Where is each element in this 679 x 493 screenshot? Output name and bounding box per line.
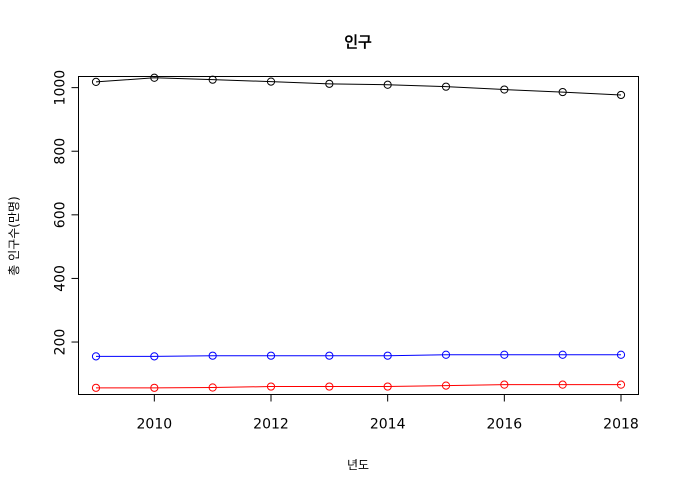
data-point bbox=[558, 350, 567, 359]
data-point bbox=[266, 382, 276, 391]
data-point bbox=[616, 90, 626, 100]
data-point bbox=[616, 350, 626, 359]
data-point bbox=[150, 352, 159, 361]
data-point bbox=[325, 79, 334, 88]
data-point bbox=[208, 351, 217, 360]
data-point bbox=[558, 87, 567, 97]
data-point bbox=[558, 380, 567, 389]
data-point bbox=[325, 351, 334, 360]
plot-frame bbox=[78, 76, 639, 395]
x-tick-label: 2012 bbox=[253, 417, 289, 433]
x-axis: 2010 2012 2014 2016 2018 bbox=[137, 394, 639, 433]
data-point bbox=[150, 383, 159, 392]
data-point bbox=[383, 351, 392, 360]
data-point bbox=[500, 350, 509, 359]
x-tick-label: 2014 bbox=[370, 417, 406, 433]
data-point bbox=[383, 80, 392, 89]
x-tick-label: 2018 bbox=[603, 417, 639, 433]
x-tick-label: 2016 bbox=[487, 417, 523, 433]
series-layer bbox=[91, 73, 626, 392]
data-point bbox=[208, 383, 217, 392]
series-line-3 bbox=[96, 384, 621, 389]
data-point bbox=[208, 75, 217, 84]
data-point bbox=[91, 77, 101, 87]
x-axis-title: 년도 bbox=[347, 458, 369, 472]
series-line-2 bbox=[96, 354, 621, 357]
data-point bbox=[266, 77, 276, 86]
y-tick-label: 400 bbox=[53, 265, 69, 292]
chart-title: 인구 bbox=[344, 33, 372, 51]
data-point bbox=[383, 382, 392, 391]
data-point bbox=[441, 381, 451, 390]
y-tick-label: 1000 bbox=[53, 70, 69, 106]
y-tick-label: 600 bbox=[53, 201, 69, 228]
data-point bbox=[616, 380, 626, 389]
data-point bbox=[441, 350, 451, 359]
data-point bbox=[91, 383, 101, 392]
x-tick-label: 2010 bbox=[137, 417, 173, 433]
y-tick-label: 800 bbox=[53, 138, 69, 165]
data-point bbox=[325, 382, 334, 391]
data-point bbox=[500, 380, 509, 389]
y-axis: 200 400 600 800 1000 bbox=[53, 70, 79, 356]
data-point bbox=[266, 351, 276, 360]
data-point bbox=[91, 352, 101, 361]
data-point bbox=[441, 82, 451, 91]
data-point bbox=[500, 85, 509, 94]
data-point bbox=[150, 73, 159, 82]
y-axis-title: 총 인구수(만명) bbox=[7, 196, 21, 275]
series-line-1 bbox=[95, 77, 622, 96]
y-tick-label: 200 bbox=[53, 329, 69, 356]
